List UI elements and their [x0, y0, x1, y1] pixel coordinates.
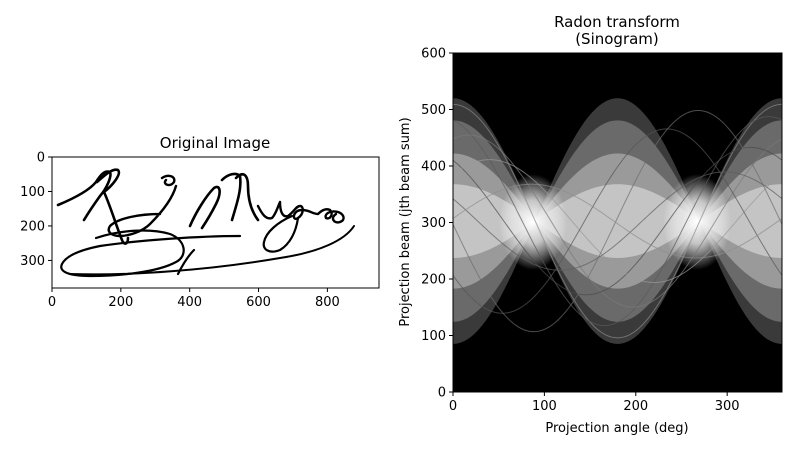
original-x-tick-label: 200: [108, 295, 133, 310]
sinogram-panel: Radon transform (Sinogram) 0 100 200 300 0 1…: [398, 13, 783, 436]
original-image-title: Original Image: [160, 134, 270, 152]
signature-stroke-ugabe: [256, 200, 345, 224]
sinogram-x-tick-label: 0: [449, 399, 457, 414]
original-x-tick-label: 400: [177, 295, 202, 310]
signature-stroke-swash: [69, 225, 355, 276]
sinogram-y-tick-label: 300: [421, 216, 446, 231]
sinogram-trace: [453, 116, 782, 327]
signature-stroke-m: [188, 172, 260, 230]
sinogram-y-tick-label: 0: [438, 386, 446, 401]
sinogram-hotspot-right: [663, 174, 731, 270]
original-y-axis: 0 100 200 300: [20, 151, 52, 269]
original-x-axis: 0 200 400 600 800: [48, 288, 340, 310]
original-image-panel: Original Image 0 200 400 600 800: [20, 134, 380, 310]
sinogram-x-tick-label: 100: [532, 399, 557, 414]
sinogram-y-tick-label: 500: [421, 103, 446, 118]
sinogram-y-tick-label: 400: [421, 160, 446, 175]
sinogram-trace: [453, 103, 782, 339]
sinogram-band-core: [453, 184, 782, 258]
original-x-tick-label: 0: [48, 295, 56, 310]
sinogram-x-axis: 0 100 200 300: [449, 392, 740, 414]
sinogram-image: [453, 53, 782, 392]
signature-image: [52, 157, 379, 288]
sinogram-ylabel: Projection beam (jth beam sum): [398, 117, 413, 326]
sinogram-trace: [453, 146, 782, 296]
signature-stroke-g-tail: [262, 214, 300, 253]
sinogram-title-line1: Radon transform: [554, 13, 680, 31]
sinogram-y-axis: 0 100 200 300 400 500 600: [421, 47, 453, 401]
signature-stroke-loop: [60, 229, 242, 278]
sinogram-trace: [453, 171, 782, 271]
original-x-tick-label: 600: [246, 295, 271, 310]
original-y-tick-label: 100: [20, 185, 45, 200]
original-image-frame: [51, 156, 380, 289]
sinogram-title-line2: (Sinogram): [575, 30, 659, 48]
sinogram-y-tick-label: 200: [421, 273, 446, 288]
sinogram-trace: [453, 128, 782, 314]
sinogram-hotspot-left: [499, 174, 567, 270]
sinogram-trace: [453, 159, 782, 284]
sinogram-x-tick-label: 200: [623, 399, 648, 414]
sinogram-y-tick-label: 600: [421, 47, 446, 62]
sinogram-x-tick-label: 300: [715, 399, 740, 414]
original-y-tick-label: 200: [20, 219, 45, 234]
signature-stroke-tick: [176, 248, 196, 276]
original-x-tick-label: 800: [315, 295, 340, 310]
sinogram-y-tick-label: 100: [421, 329, 446, 344]
sinogram-trace: [453, 110, 782, 333]
sinogram-trace: [453, 134, 782, 308]
sinogram-trace: [453, 183, 782, 259]
original-y-tick-label: 300: [20, 254, 45, 269]
sinogram-xlabel: Projection angle (deg): [545, 421, 688, 436]
signature-stroke-g: [107, 174, 178, 238]
original-y-tick-label: 0: [37, 151, 45, 166]
